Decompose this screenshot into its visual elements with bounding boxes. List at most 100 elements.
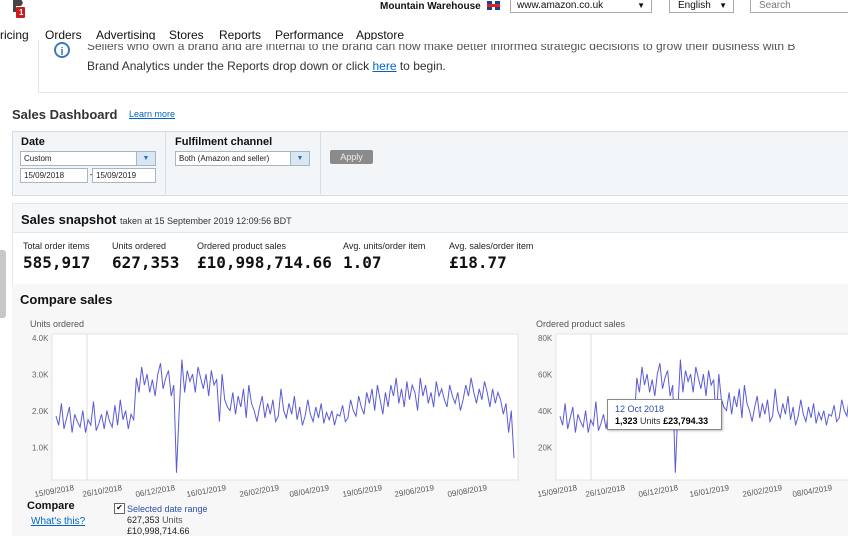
date-to-value: 15/09/2019 (96, 171, 137, 180)
chart-tooltip: 12 Oct 2018 1,323 Units £23,794.33 (607, 399, 722, 430)
learn-more-link[interactable]: Learn more (129, 109, 176, 119)
selected-units-value: 627,353 (127, 515, 160, 525)
y-tick-label: 20K (538, 444, 553, 453)
x-tick-label: 08/04/2019 (289, 483, 331, 499)
date-preset-value: Custom (24, 154, 52, 163)
selected-sales: £10,998,714.66 (127, 526, 190, 536)
chevron-down-icon: ▼ (290, 152, 309, 165)
date-from-value: 15/09/2018 (24, 171, 65, 180)
x-tick-label: 26/02/2019 (239, 483, 281, 499)
snapshot-header: Sales snapshot taken at 15 September 201… (13, 204, 848, 233)
metric-value: 627,353 (112, 253, 180, 272)
marketplace-select[interactable]: www.amazon.co.uk ▼ (510, 0, 652, 13)
caret-down-icon: ▼ (637, 1, 645, 10)
x-tick-label: 26/10/2018 (585, 483, 627, 499)
tooltip-units-word: Units (640, 416, 661, 426)
language-select[interactable]: English ▼ (669, 0, 734, 13)
metric-value: £18.77 (449, 253, 507, 272)
date-from-input[interactable]: 15/09/2018 (20, 168, 88, 183)
chevron-down-icon: ▼ (136, 152, 155, 165)
ordered-sales-chart[interactable]: 80K 60K 40K 20K 15/09/2018 26/10/2018 06/12/20… (537, 333, 848, 499)
metric-value: 1.07 (343, 253, 382, 272)
y-tick-label: 60K (538, 371, 553, 380)
feedback-side-tab[interactable] (0, 250, 6, 318)
selected-range-label: Selected date range (127, 504, 208, 514)
apply-button[interactable]: Apply (330, 150, 373, 164)
banner-line-1: Sellers who own a brand and are internal… (87, 39, 796, 53)
snapshot-timestamp: taken at 15 September 2019 12:09:56 BDT (120, 216, 292, 226)
date-preset-select[interactable]: Custom ▼ (20, 151, 156, 166)
metric-label: Ordered product sales (197, 241, 287, 251)
selected-range-checkbox[interactable]: ✔ (114, 503, 125, 514)
channel-label: Fulfilment channel (175, 136, 273, 148)
metric-label: Avg. units/order item (343, 241, 426, 251)
x-tick-label: 06/12/2018 (135, 483, 177, 499)
nav-item-stores[interactable]: Stores (169, 28, 204, 42)
x-tick-label: 29/06/2019 (394, 483, 436, 499)
banner-bottom-border (38, 92, 848, 93)
channel-select[interactable]: Both (Amazon and seller) ▼ (175, 151, 310, 166)
compare-sales-title: Compare sales (20, 292, 113, 307)
metric-value: £10,998,714.66 (197, 253, 332, 272)
nav-item-performance[interactable]: Performance (275, 28, 344, 42)
x-tick-label: 26/10/2018 (82, 483, 124, 499)
tooltip-units: 1,323 (615, 416, 638, 426)
tooltip-date: 12 Oct 2018 (615, 404, 665, 414)
whats-this-link[interactable]: What's this? (31, 516, 86, 527)
series-line (55, 359, 515, 473)
marketplace-value: www.amazon.co.uk (517, 0, 604, 11)
snapshot-title: Sales snapshot taken at 15 September 201… (21, 212, 292, 227)
tooltip-values: 1,323 Units £23,794.33 (615, 416, 708, 426)
banner-here-link[interactable]: here (372, 59, 397, 73)
x-tick-label: 08/04/2019 (792, 483, 834, 499)
caret-down-icon: ▼ (719, 1, 727, 10)
metric-label: Avg. sales/order item (449, 241, 534, 251)
nav-item-pricing[interactable]: ricing (0, 28, 29, 42)
y-tick-label: 4.0K (32, 334, 49, 343)
x-tick-label: 16/01/2019 (186, 483, 228, 499)
tooltip-sales: £23,794.33 (663, 416, 709, 426)
banner-line-2: Brand Analytics under the Reports drop d… (87, 59, 446, 73)
search-input[interactable]: Search (750, 0, 848, 13)
x-tick-label: 06/12/2018 (638, 483, 680, 499)
date-label: Date (21, 136, 45, 148)
filter-divider (165, 132, 166, 194)
filter-divider (320, 132, 321, 194)
seller-central-logo[interactable]: 1 (10, 0, 28, 20)
x-tick-label: 19/05/2019 (342, 483, 384, 499)
info-icon: i (54, 42, 70, 58)
channel-value: Both (Amazon and seller) (179, 154, 270, 163)
y-tick-label: 40K (538, 407, 553, 416)
plot-area (51, 333, 519, 481)
metric-label: Total order items (23, 241, 90, 251)
store-name[interactable]: Mountain Warehouse (380, 1, 481, 12)
metric-label: Units ordered (112, 241, 167, 251)
y-tick-label: 2.0K (32, 407, 49, 416)
nav-item-advertising[interactable]: Advertising (96, 28, 156, 42)
sales-chart-title: Ordered product sales (536, 319, 626, 329)
notification-badge: 1 (19, 8, 24, 17)
banner-text-post: to begin. (396, 59, 446, 73)
nav-item-reports[interactable]: Reports (219, 28, 262, 42)
y-tick-label: 80K (538, 334, 553, 343)
y-tick-label: 1.0K (32, 444, 49, 453)
compare-label: Compare (27, 500, 75, 512)
date-to-input[interactable]: 15/09/2019 (92, 168, 156, 183)
x-tick-label: 09/08/2019 (447, 483, 489, 499)
uk-flag-icon (487, 1, 500, 10)
nav-item-orders[interactable]: Orders (45, 28, 82, 42)
snapshot-title-text: Sales snapshot (21, 212, 117, 227)
page-title: Sales Dashboard (12, 107, 118, 122)
units-ordered-chart[interactable]: 4.0K 3.0K 2.0K 1.0K 15/09/2018 26/10/2018 06/1… (32, 333, 519, 499)
x-tick-label: 15/09/2018 (34, 483, 76, 499)
sales-snapshot-panel: Sales snapshot taken at 15 September 201… (12, 203, 848, 285)
y-tick-label: 3.0K (32, 371, 49, 380)
nav-item-appstore[interactable]: Appstore (356, 28, 405, 42)
selected-units: 627,353 Units (127, 515, 183, 525)
language-value: English (678, 0, 711, 11)
selected-units-unit: Units (162, 515, 183, 525)
x-tick-label: 15/09/2018 (537, 483, 579, 499)
units-chart-title: Units ordered (30, 319, 85, 329)
main-nav: ricing Orders Advertising Stores Reports… (0, 26, 848, 48)
